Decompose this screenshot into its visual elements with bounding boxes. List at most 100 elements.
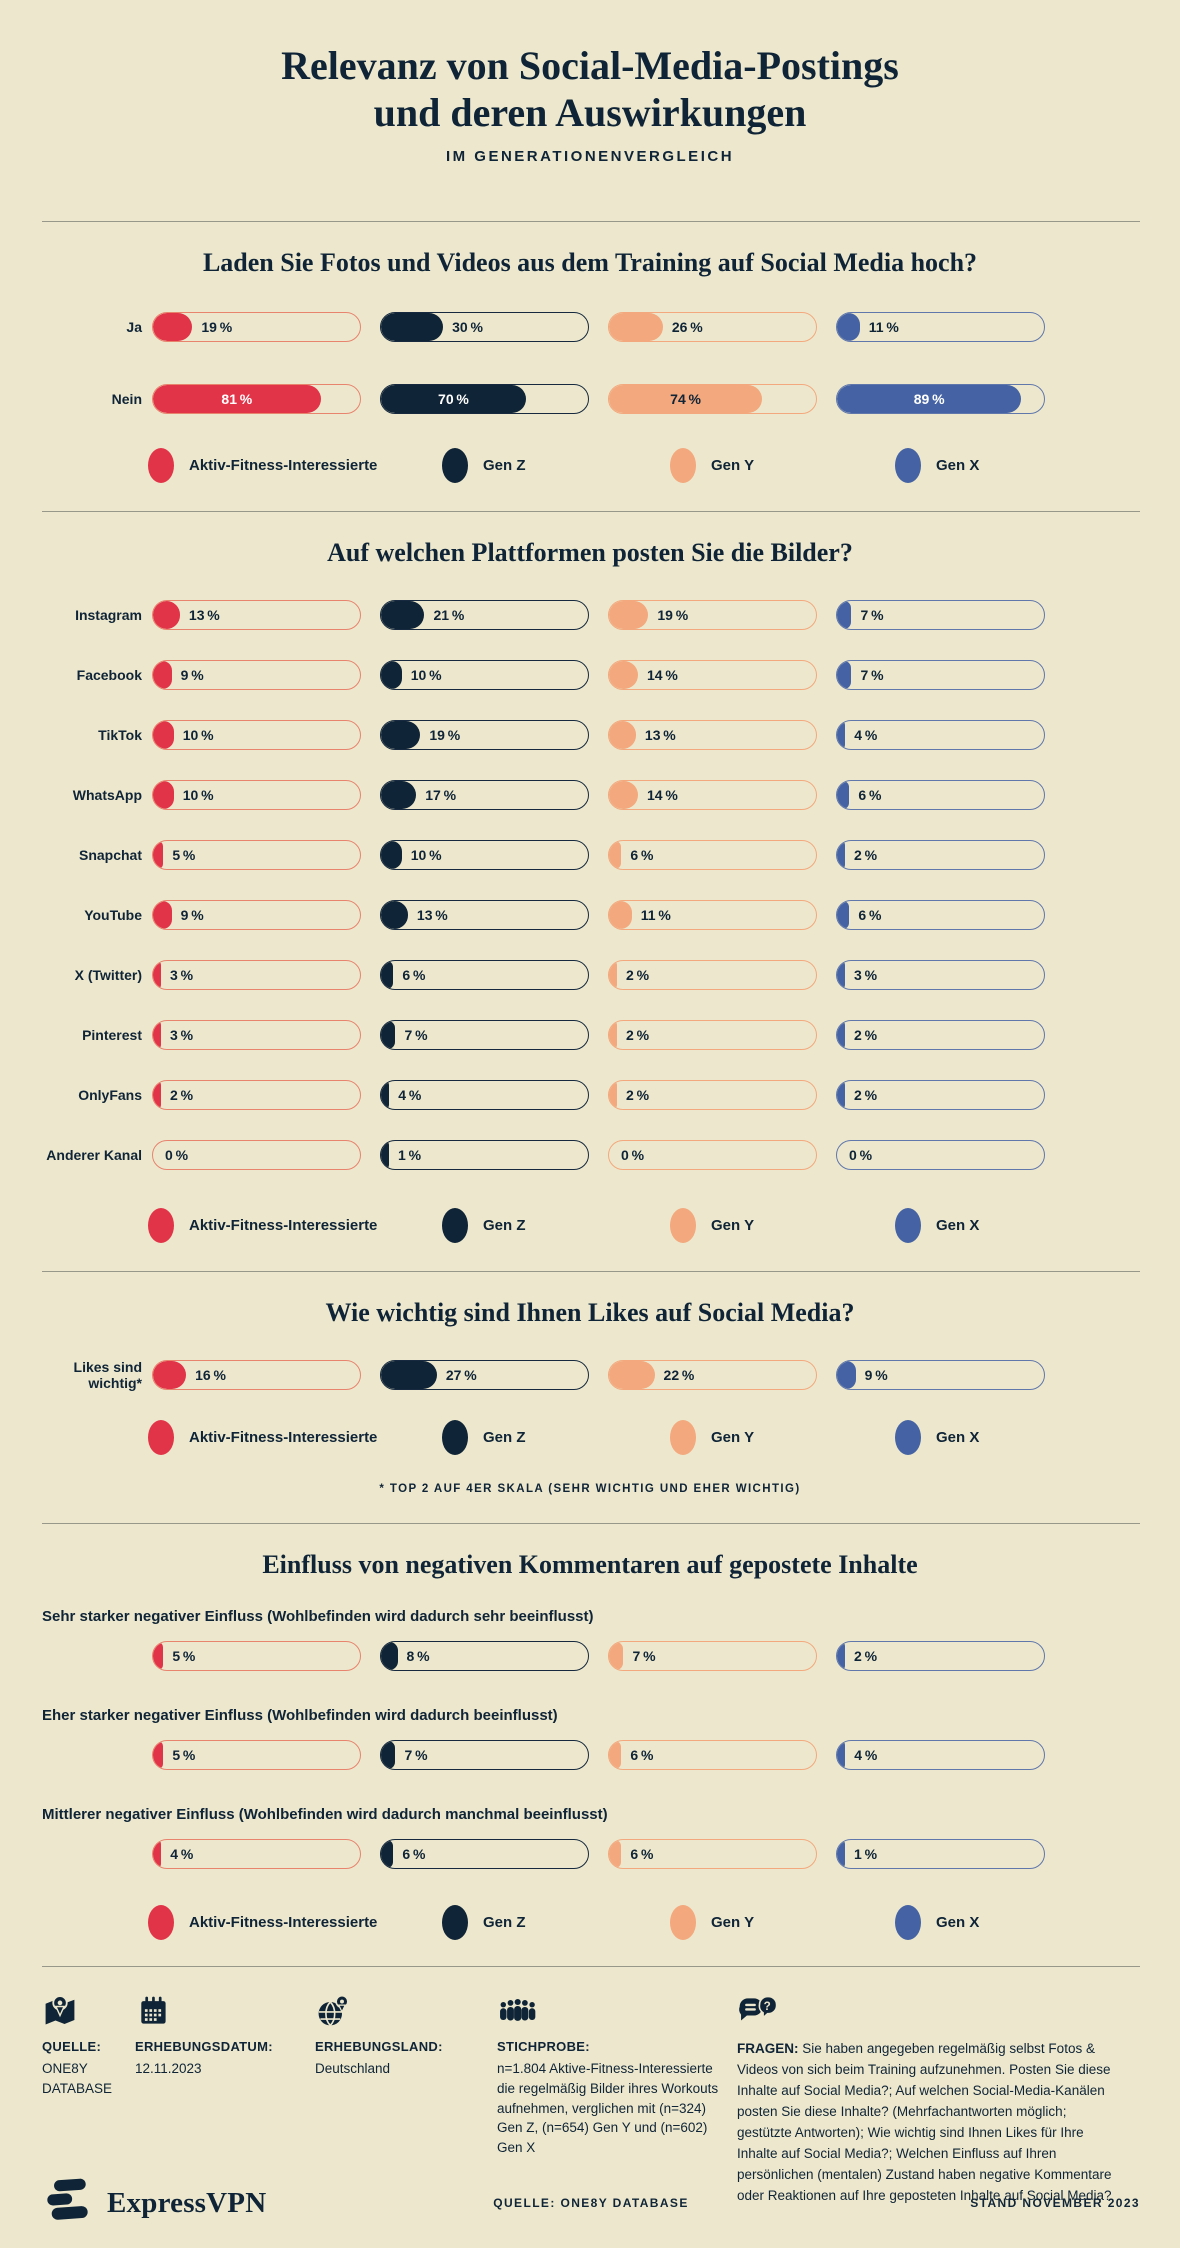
section-rows: Instagram 13 % 21 % 19 % 7 % Facebook 9 % 10 % 1… (0, 600, 1180, 1171)
bar-gen-y: 2 % (608, 1080, 817, 1111)
bar-fill (609, 1361, 655, 1390)
bar-group: 19 % 30 % 26 % 11 % (152, 312, 1045, 343)
bar-gen-z: 10 % (380, 660, 589, 691)
bar-gen-z: 7 % (380, 1020, 589, 1051)
bar-fill (153, 313, 193, 342)
bar-fill (609, 1081, 617, 1110)
bar-fill (837, 781, 850, 810)
bar-group: 4 % 6 % 6 % 1 % (152, 1839, 1045, 1870)
bar-fill (609, 781, 638, 810)
bar-gen-y: 2 % (608, 960, 817, 991)
bar-fill (381, 1361, 437, 1390)
bar-value-label: 2 % (854, 1648, 878, 1665)
bar-fill (837, 1361, 856, 1390)
bar-gen-x: 2 % (836, 840, 1045, 871)
bar-fill (609, 601, 649, 630)
footer-col-stichprobe: STICHPROBE: n=1.804 Aktive-Fitness-Inter… (497, 1993, 737, 2206)
bar-fill (609, 1642, 624, 1671)
section-divider (42, 221, 1140, 223)
bar-row: Facebook 9 % 10 % 14 % 7 % (0, 660, 1180, 691)
bar-fill (609, 661, 638, 690)
bar-group: 10 % 17 % 14 % 6 % (152, 780, 1045, 811)
bar-gen-z: 13 % (380, 900, 589, 931)
row-label: Ja (126, 319, 142, 336)
legend-item-gen-z: Gen Z (442, 1905, 670, 1941)
bar-value-label: 14 % (646, 667, 678, 684)
bar-value-label: 9 % (864, 1367, 888, 1384)
bar-value-label: 10 % (182, 727, 214, 744)
footer-col-datum: ERHEBUNGSDATUM: 12.11.2023 (135, 1993, 315, 2206)
row-label: WhatsApp (72, 787, 142, 804)
bar-fill (381, 1021, 396, 1050)
bar-aktiv-fitness: 5 % (152, 1740, 361, 1771)
footer-fragen-text: FRAGEN: Sie haben angegeben regelmäßig s… (737, 2039, 1122, 2206)
bar-value-label: 5 % (172, 847, 196, 864)
bar-row: 5 % 8 % 7 % 2 % (0, 1641, 1180, 1672)
bar-gen-y: 6 % (608, 1740, 817, 1771)
bar-fill (837, 1021, 845, 1050)
bar-value-label: 10 % (410, 847, 442, 864)
bar-value-label: 7 % (860, 607, 884, 624)
expressvpn-logo-icon (42, 2177, 94, 2230)
legend-item-gen-y: Gen Y (670, 1420, 895, 1456)
chart-section: Auf welchen Plattformen posten Sie die B… (0, 511, 1180, 1244)
answer-option-label: Sehr starker negativer Einfluss (Wohlbef… (42, 1608, 594, 1626)
page-title-line2: und deren Auswirkungen (373, 90, 807, 136)
bar-row: 4 % 6 % 6 % 1 % (0, 1839, 1180, 1870)
legend-dot-gen-z-icon (442, 1905, 468, 1941)
bar-aktiv-fitness: 16 % (152, 1360, 361, 1391)
bar-value-label: 3 % (170, 1027, 194, 1044)
bar-gen-z: 6 % (380, 1839, 589, 1870)
bar-value-label: 0 % (621, 1147, 645, 1164)
bar-value-label: 0 % (165, 1147, 189, 1164)
bar-value-label: 1 % (854, 1846, 878, 1863)
legend-label: Aktiv-Fitness-Interessierte (189, 1217, 378, 1235)
row-label: OnlyFans (78, 1087, 142, 1104)
row-label: Facebook (76, 667, 142, 684)
legend-dot-aktiv-fitness-icon (148, 1208, 174, 1244)
bar-value-label: 3 % (170, 967, 194, 984)
bar-row: Nein 81 % 70 % 74 % 89 % (0, 384, 1180, 415)
legend-item-gen-x: Gen X (895, 1905, 1140, 1941)
header: Relevanz von Social-Media-Postings und d… (0, 0, 1180, 193)
bar-fill (153, 661, 172, 690)
map-pin-icon (42, 1993, 117, 2029)
legend-item-gen-x: Gen X (895, 1208, 1140, 1244)
section-rows: Likes sind wichtig* 16 % 27 % 22 % 9 % (0, 1359, 1180, 1391)
bar-value-label: 10 % (410, 667, 442, 684)
bar-value-label: 3 % (854, 967, 878, 984)
bar-gen-x: 7 % (836, 660, 1045, 691)
legend-dot-gen-z-icon (442, 1420, 468, 1456)
section-footnote: * TOP 2 AUF 4ER SKALA (SEHR WICHTIG UND … (379, 1483, 801, 1496)
bar-gen-x: 6 % (836, 900, 1045, 931)
bar-value-label: 13 % (644, 727, 676, 744)
bar-value-label: 19 % (657, 607, 689, 624)
footer-label-stichprobe: STICHPROBE: (497, 2039, 590, 2055)
bar-gen-z: 17 % (380, 780, 589, 811)
legend-item-aktiv-fitness: Aktiv-Fitness-Interessierte (148, 1905, 442, 1941)
legend-label: Gen Y (711, 1914, 755, 1932)
legend-label: Gen Z (483, 1429, 526, 1447)
bar-value-label: 5 % (172, 1648, 196, 1665)
bar-value-label: 6 % (630, 1747, 654, 1764)
bar-aktiv-fitness: 9 % (152, 660, 361, 691)
chart-sections: Laden Sie Fotos und Videos aus dem Train… (0, 221, 1180, 1941)
legend-item-gen-z: Gen Z (442, 1420, 670, 1456)
bar-fill (153, 1361, 187, 1390)
bar-value-label: 89 % (913, 391, 945, 408)
bar-group: 0 % 1 % 0 % 0 % (152, 1140, 1045, 1171)
page-title: Relevanz von Social-Media-Postings und d… (40, 42, 1140, 136)
bar-gen-x: 3 % (836, 960, 1045, 991)
bar-aktiv-fitness: 5 % (152, 840, 361, 871)
footer-label-land: ERHEBUNGSLAND: (315, 2039, 443, 2055)
footer-value-fragen: Sie haben angegeben regelmäßig selbst Fo… (737, 2041, 1112, 2203)
bar-group: 9 % 13 % 11 % 6 % (152, 900, 1045, 931)
bar-value-label: 1 % (398, 1147, 422, 1164)
bar-aktiv-fitness: 0 % (152, 1140, 361, 1171)
legend-label: Gen Z (483, 457, 526, 475)
answer-option-label: Eher starker negativer Einfluss (Wohlbef… (42, 1707, 558, 1725)
bar-value-label: 4 % (854, 1747, 878, 1764)
bar-gen-x: 2 % (836, 1020, 1045, 1051)
bar-value-label: 4 % (854, 727, 878, 744)
bar-gen-z: 10 % (380, 840, 589, 871)
